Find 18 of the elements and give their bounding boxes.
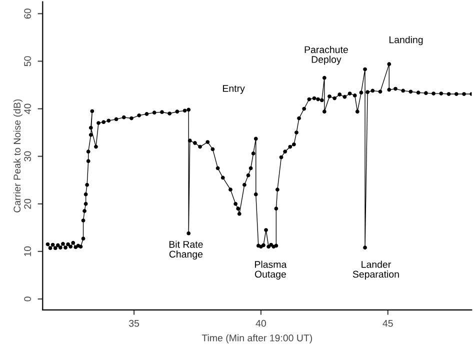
y-tick-label: 30 [24, 151, 32, 162]
annotation: Lander Separation [352, 260, 399, 280]
x-tick-label: 40 [256, 320, 266, 327]
annotation: Entry [223, 85, 245, 94]
x-axis-title: Time (Min after 19:00 UT) [202, 334, 312, 344]
annotation: Parachute Deploy [304, 46, 348, 65]
x-tick-label: 35 [129, 320, 140, 327]
annotation: Plasma Outage [254, 260, 287, 280]
annotation: Bit Rate Change [169, 240, 203, 260]
y-tick-label: 50 [24, 56, 32, 66]
y-axis-title: Carrier Peak to Noise (dB) [13, 99, 22, 212]
y-tick-label: 20 [24, 198, 32, 209]
annotation: Landing [389, 36, 423, 46]
x-tick-label: 45 [382, 320, 393, 327]
y-tick-label: 0 [24, 296, 32, 302]
y-tick-label: 10 [24, 246, 32, 256]
y-tick-label: 40 [24, 104, 32, 114]
y-tick-label: 60 [24, 8, 32, 19]
